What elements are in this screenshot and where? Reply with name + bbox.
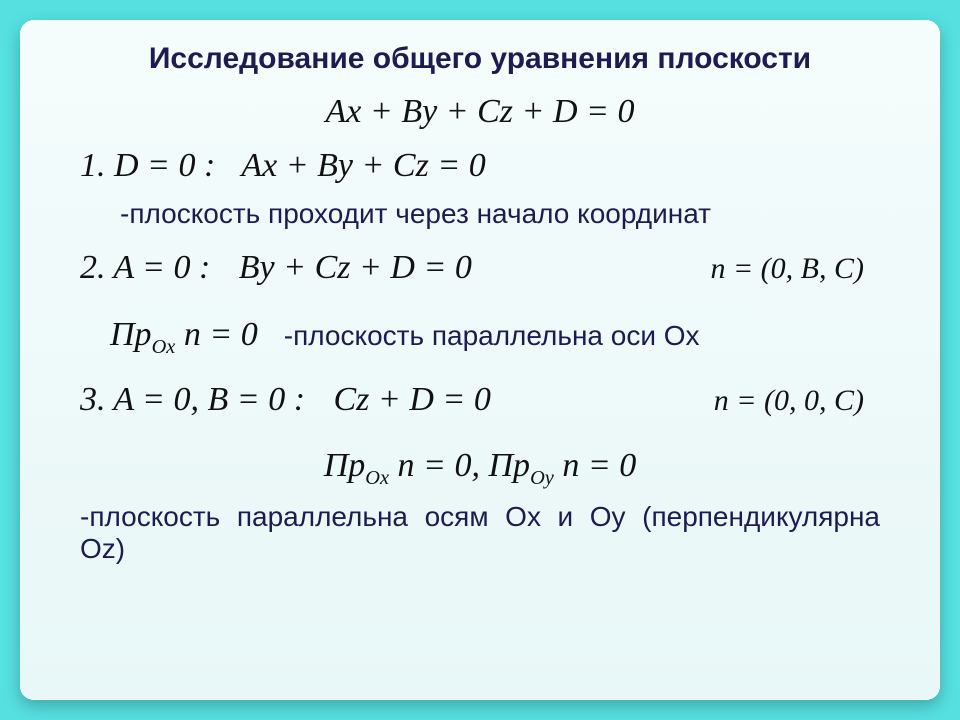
proj-eq-2b: n = 0 (554, 447, 636, 484)
proj-eq-2a: n = 0, (389, 447, 488, 484)
case1-label: 1. D = 0 : (80, 144, 215, 188)
projection-ox: ПрOx n = 0 (110, 313, 258, 360)
case-3-row: 3. A = 0, B = 0 : Cz + D = 0 n = (0, 0, … (80, 378, 900, 422)
case2-projection-line: ПрOx n = 0 -плоскость параллельна оси Ox (110, 313, 900, 360)
case1-description: -плоскость проходит через начало координ… (120, 198, 900, 230)
case1-equation: Ax + By + Cz = 0 (241, 144, 485, 188)
case2-label: 2. A = 0 : (80, 249, 210, 286)
slide-title: Исследование общего уравнения плоскости (60, 42, 900, 76)
proj-ox-sub: Ox (152, 335, 176, 357)
case2-normal: n = (0, B, C) (710, 249, 864, 288)
proj-prefix: Пр (110, 316, 152, 353)
proj-prefix-2b: Пр (489, 447, 531, 484)
case3-label: 3. A = 0, B = 0 : (80, 381, 305, 418)
case3-normal: n = (0, 0, C) (714, 381, 864, 420)
general-equation: Ax + By + Cz + D = 0 (60, 90, 900, 134)
case2-description: -плоскость параллельна оси Ox (284, 320, 700, 352)
case3-description: -плоскость параллельна осям Ox и Oy (пер… (80, 501, 880, 565)
case3-equation: Cz + D = 0 (333, 381, 490, 418)
proj-oy-sub: Oy (530, 467, 554, 489)
case3-projection-line: ПрOx n = 0, ПрOy n = 0 (60, 444, 900, 491)
slide-card: Исследование общего уравнения плоскости … (20, 20, 940, 700)
case-2-row: 2. A = 0 : By + Cz + D = 0 n = (0, B, C) (80, 246, 900, 290)
proj-prefix-2a: Пр (324, 447, 366, 484)
case-1-row: 1. D = 0 : Ax + By + Cz = 0 (80, 144, 900, 188)
case2-equation: By + Cz + D = 0 (239, 249, 472, 286)
proj-ox-sub-2: Ox (365, 467, 389, 489)
proj-ox-eq: n = 0 (175, 316, 257, 353)
